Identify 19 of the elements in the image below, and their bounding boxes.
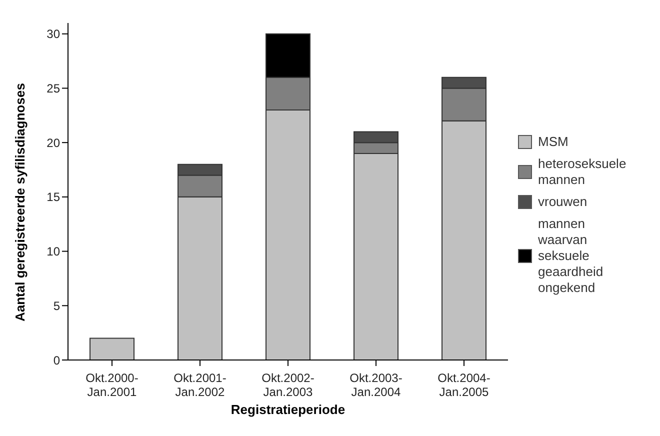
legend-label: vrouwen <box>538 194 588 210</box>
x-tick-label: Okt.2001-Jan.2002 <box>174 371 226 399</box>
x-tick-label: Okt.2003-Jan.2004 <box>350 371 402 399</box>
x-tick-label: Okt.2000-Jan.2001 <box>86 371 138 399</box>
y-tick-label: 0 <box>53 353 60 368</box>
y-tick-label: 30 <box>46 27 60 42</box>
legend-label: mannen waarvan seksuele geaardheid ongekend <box>538 216 604 296</box>
y-tick-label: 15 <box>46 190 60 204</box>
x-tick-label: Okt.2004-Jan.2005 <box>438 371 490 399</box>
bar <box>90 338 134 360</box>
x-tick-label: Okt.2002-Jan.2003 <box>262 371 314 399</box>
y-tick-label: 5 <box>53 298 60 313</box>
y-tick-label: 20 <box>46 136 60 150</box>
legend-label: MSM <box>538 134 570 150</box>
y-tick-label: 25 <box>46 81 60 96</box>
y-tick-label: 10 <box>46 244 60 259</box>
legend-label: heteroseksuele mannen <box>538 156 628 188</box>
x-axis-title: Registratieperiode <box>230 402 346 417</box>
y-axis-title: Aantal geregistreerde syfilisdiagnoses <box>12 83 28 322</box>
